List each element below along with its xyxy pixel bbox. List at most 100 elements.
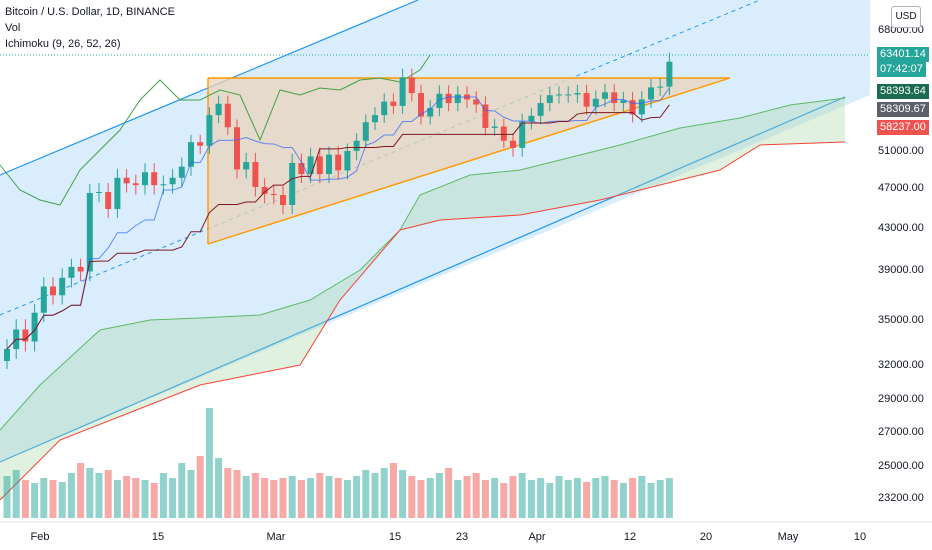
lagging-span-line bbox=[0, 54, 431, 206]
volume-bar bbox=[58, 482, 66, 518]
time-axis-bg bbox=[0, 522, 932, 550]
candle-body bbox=[583, 93, 590, 107]
volume-bar bbox=[546, 483, 554, 518]
volume-bar bbox=[77, 463, 85, 518]
candle-body bbox=[50, 286, 56, 296]
symbol-title[interactable]: Bitcoin / U.S. Dollar, 1D, BINANCE bbox=[5, 6, 175, 18]
candle-body bbox=[261, 187, 268, 194]
volume-bar bbox=[445, 468, 453, 518]
candle-body bbox=[445, 93, 452, 104]
candle-body bbox=[648, 87, 654, 100]
candle-body bbox=[482, 104, 489, 128]
volume-bar bbox=[215, 458, 223, 518]
volume-bar bbox=[307, 478, 315, 518]
price-tick-label: 51000.00 bbox=[878, 145, 924, 157]
candle-body bbox=[298, 162, 305, 175]
currency-button[interactable]: USD bbox=[891, 6, 921, 28]
candle-body bbox=[427, 108, 434, 117]
price-tick-label: 23200.00 bbox=[878, 492, 924, 504]
current-price-tag: 63401.14 bbox=[877, 47, 929, 62]
volume-bar bbox=[481, 480, 489, 518]
volume-bar bbox=[573, 478, 581, 518]
candle-body bbox=[454, 94, 461, 104]
candle-body bbox=[289, 162, 296, 205]
price-tag-1: 58393.64 bbox=[877, 84, 929, 99]
candle-body bbox=[151, 172, 158, 186]
volume-bar bbox=[49, 480, 57, 518]
countdown-tag: 07:42:07 bbox=[877, 62, 926, 77]
time-tick-label: Mar bbox=[267, 531, 286, 543]
volume-bar bbox=[297, 480, 305, 518]
price-tick-label: 39000.00 bbox=[878, 264, 924, 276]
candle-body bbox=[243, 162, 250, 170]
volume-bar bbox=[196, 456, 204, 518]
volume-bar bbox=[353, 476, 361, 518]
candle-body bbox=[436, 93, 443, 109]
candle-body bbox=[160, 184, 167, 186]
price-tick-label: 29000.00 bbox=[878, 393, 924, 405]
candle-body bbox=[215, 103, 222, 116]
volume-bar bbox=[555, 476, 563, 518]
price-tick-label: 27000.00 bbox=[878, 426, 924, 438]
candle-body bbox=[4, 349, 10, 361]
candle-body bbox=[31, 312, 38, 342]
volume-indicator-label[interactable]: Vol bbox=[5, 22, 21, 34]
volume-bar bbox=[491, 478, 499, 518]
candle-body bbox=[86, 193, 93, 272]
volume-bar bbox=[647, 483, 655, 518]
candle-body bbox=[132, 183, 139, 186]
candle-body bbox=[22, 329, 29, 342]
volume-bar bbox=[95, 473, 103, 518]
ichimoku-indicator-label[interactable]: Ichimoku (9, 26, 52, 26) bbox=[5, 38, 121, 50]
volume-bar bbox=[113, 480, 121, 518]
time-tick-label: 15 bbox=[152, 531, 164, 543]
time-tick-label: 12 bbox=[624, 531, 636, 543]
candle-body bbox=[77, 266, 84, 272]
candle-body bbox=[510, 140, 516, 148]
volume-bar bbox=[187, 470, 195, 518]
span-a-line bbox=[0, 97, 846, 431]
candle-body bbox=[197, 142, 204, 146]
candle-body bbox=[629, 100, 636, 115]
volume-bar bbox=[629, 478, 637, 518]
candle-body bbox=[105, 192, 112, 209]
candle-body bbox=[178, 166, 185, 178]
volume-bar bbox=[159, 473, 167, 518]
volume-bar bbox=[601, 476, 609, 518]
candle-body bbox=[68, 266, 75, 278]
base-line bbox=[6, 104, 670, 350]
candle-body bbox=[362, 122, 369, 141]
volume-bar bbox=[343, 480, 351, 518]
candle-body bbox=[666, 61, 673, 87]
time-tick-label: 20 bbox=[700, 531, 712, 543]
volume-bar bbox=[362, 470, 370, 518]
volume-bar bbox=[288, 476, 296, 518]
volume-bar bbox=[261, 478, 269, 518]
volume-bar bbox=[67, 473, 75, 518]
volume-bar bbox=[454, 480, 462, 518]
candle-body bbox=[326, 154, 332, 175]
candle-body bbox=[224, 103, 231, 128]
candle-body bbox=[500, 126, 507, 141]
candle-body bbox=[335, 154, 342, 171]
candle-body bbox=[123, 177, 130, 184]
volume-bar bbox=[592, 478, 600, 518]
volume-bar bbox=[665, 478, 673, 518]
candle-body bbox=[611, 92, 618, 104]
candle-body bbox=[40, 286, 47, 313]
volume-bar bbox=[178, 463, 186, 518]
volume-bar bbox=[583, 482, 591, 518]
candle-body bbox=[234, 127, 240, 170]
volume-bar bbox=[31, 483, 39, 518]
volume-bar bbox=[638, 476, 646, 518]
candle-body bbox=[473, 99, 480, 105]
candle-body bbox=[638, 99, 645, 115]
candle-body bbox=[528, 115, 535, 122]
volume-bar bbox=[141, 480, 149, 518]
volume-bar bbox=[233, 470, 241, 518]
volume-bar bbox=[316, 473, 324, 518]
volume-bar bbox=[472, 473, 480, 518]
candle-body bbox=[546, 95, 553, 104]
candle-body bbox=[307, 156, 314, 175]
